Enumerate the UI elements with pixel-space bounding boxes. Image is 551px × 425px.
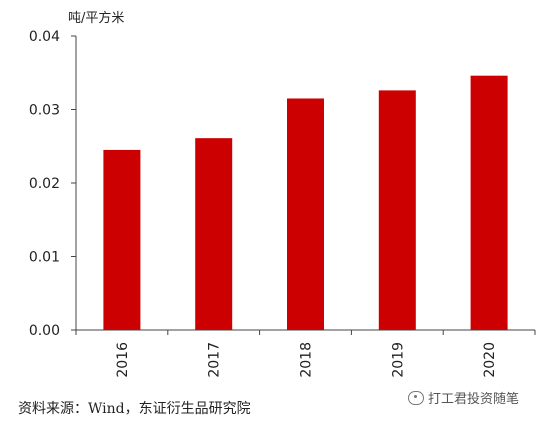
source-note: 资料来源：Wind，东证衍生品研究院 (18, 401, 251, 417)
x-tick-label: 2019 (390, 342, 406, 378)
x-tick-label: 2016 (115, 342, 131, 378)
bar-2017 (195, 138, 233, 330)
x-tick-label: 2020 (482, 342, 498, 378)
x-tick-label: 2018 (299, 342, 315, 378)
bar-2016 (103, 149, 141, 330)
y-tick-label: 0.04 (29, 29, 60, 45)
y-tick-label: 0.02 (29, 176, 60, 192)
y-tick-label: 0.00 (29, 323, 60, 339)
y-tick-label: 0.03 (29, 103, 60, 119)
bar-2018 (287, 98, 324, 330)
x-axis: 2016 2017 2018 2019 2020 (75, 329, 536, 378)
watermark: 打工君投资随笔 (408, 388, 519, 407)
chat-bubble-icon (408, 390, 424, 405)
watermark-text: 打工君投资随笔 (428, 392, 520, 407)
bar-2019 (378, 90, 416, 330)
bar-2020 (470, 75, 508, 330)
y-tick-label: 0.01 (29, 250, 60, 266)
x-tick-label: 2017 (207, 342, 223, 378)
bars (103, 75, 508, 330)
y-axis: 0.00 0.01 0.02 0.03 0.04 (29, 29, 77, 339)
y-axis-label: 吨/平方米 (68, 10, 124, 26)
